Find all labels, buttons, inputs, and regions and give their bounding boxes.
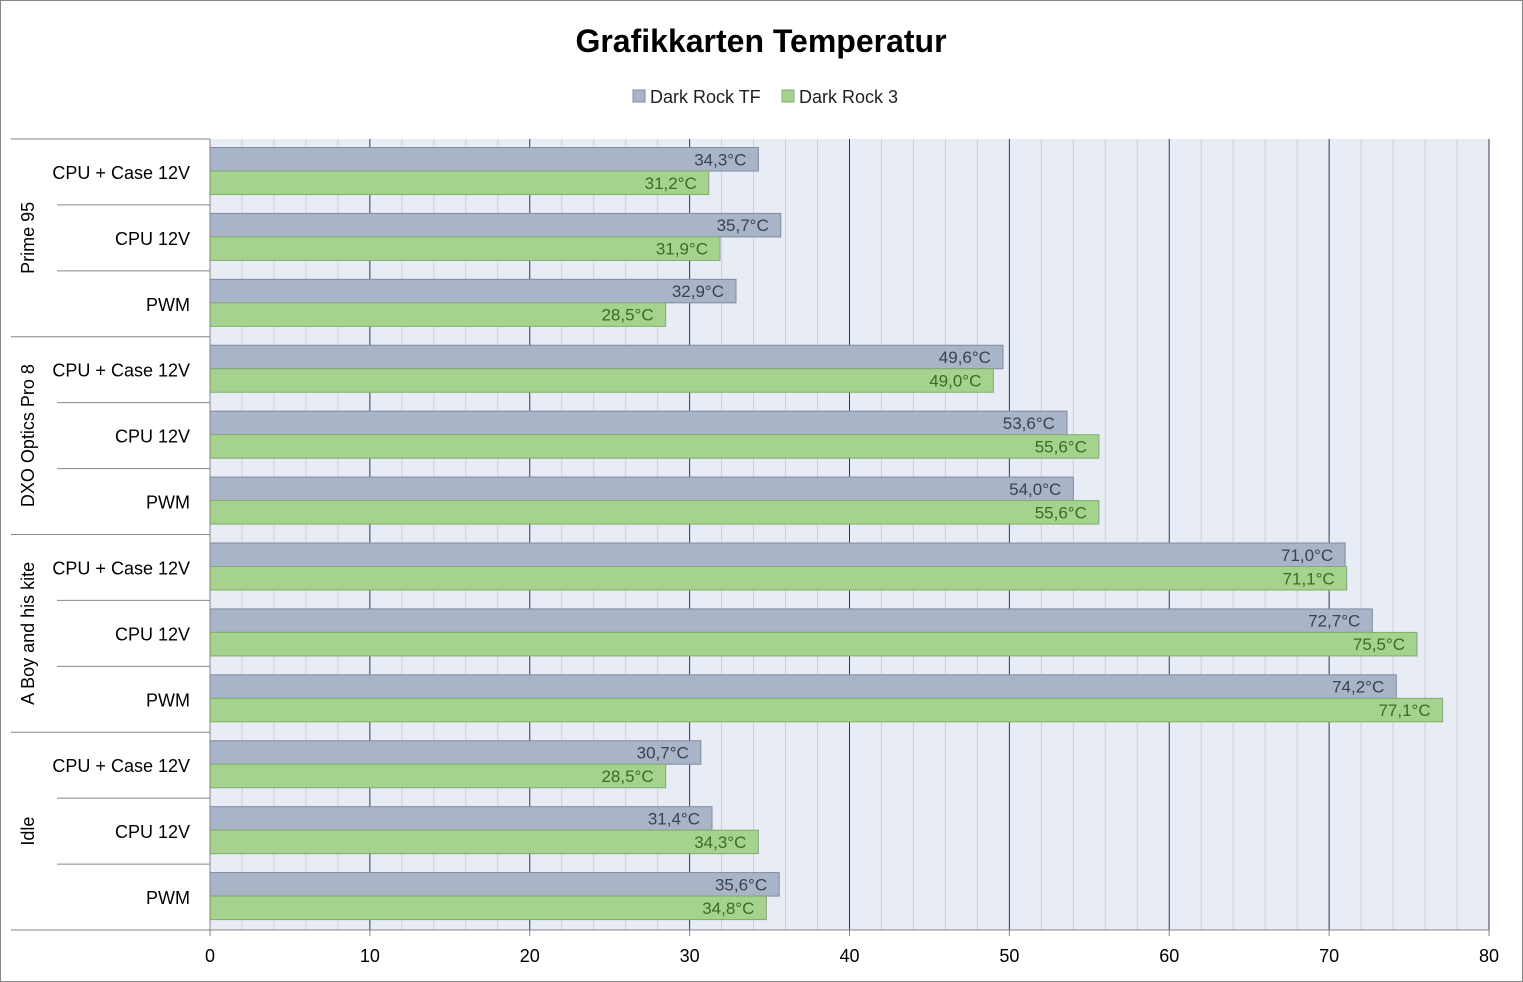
- group-label: A Boy and his kite: [18, 562, 38, 705]
- data-label-dark-rock-tf: 71,0°C: [1281, 546, 1333, 565]
- data-label-dark-rock-tf: 30,7°C: [637, 744, 689, 763]
- category-label: PWM: [146, 690, 190, 710]
- bar-dark-rock-tf: [209, 542, 1346, 567]
- data-label-dark-rock-tf: 35,7°C: [717, 216, 769, 235]
- data-label-dark-rock-3: 49,0°C: [929, 372, 981, 391]
- x-tick-label: 10: [360, 946, 380, 966]
- bar-dark-rock-3: [209, 631, 1418, 657]
- category-label: CPU 12V: [115, 229, 190, 249]
- x-tick-label: 50: [999, 946, 1019, 966]
- x-tick-label: 0: [205, 946, 215, 966]
- category-label: PWM: [146, 493, 190, 513]
- category-label: CPU 12V: [115, 624, 190, 644]
- bar-dark-rock-tf: [209, 872, 780, 897]
- data-label-dark-rock-3: 34,3°C: [694, 833, 746, 852]
- category-label: PWM: [146, 295, 190, 315]
- legend-item-dark-rock-tf-label: Dark Rock TF: [650, 87, 761, 107]
- x-tick-label: 60: [1159, 946, 1179, 966]
- category-label: CPU + Case 12V: [52, 756, 190, 776]
- bar-dark-rock-tf: [209, 674, 1397, 699]
- bar-dark-rock-3: [209, 368, 994, 393]
- legend: Dark Rock TF Dark Rock 3: [632, 87, 898, 107]
- bar-dark-rock-tf: [209, 476, 1074, 502]
- data-label-dark-rock-3: 28,5°C: [601, 767, 653, 786]
- bar-dark-rock-3: [209, 895, 767, 921]
- data-label-dark-rock-tf: 74,2°C: [1332, 678, 1384, 697]
- bar-dark-rock-3: [209, 500, 1100, 525]
- chart-title: Grafikkarten Temperatur: [575, 23, 946, 59]
- bar-dark-rock-3: [209, 566, 1348, 591]
- data-label-dark-rock-tf: 54,0°C: [1009, 480, 1061, 499]
- bar-dark-rock-3: [209, 302, 667, 327]
- bar-dark-rock-3: [209, 829, 759, 855]
- category-label: CPU + Case 12V: [52, 163, 190, 183]
- bar-dark-rock-tf: [209, 147, 759, 172]
- data-label-dark-rock-3: 55,6°C: [1035, 503, 1087, 522]
- bar-dark-rock-3: [209, 763, 667, 789]
- x-tick-label: 70: [1319, 946, 1339, 966]
- data-label-dark-rock-tf: 32,9°C: [672, 282, 724, 301]
- bar-dark-rock-3: [209, 236, 721, 261]
- bar-dark-rock-tf: [209, 806, 713, 831]
- data-label-dark-rock-3: 31,2°C: [645, 174, 697, 193]
- category-label: CPU 12V: [115, 822, 190, 842]
- x-tick-label: 80: [1479, 946, 1499, 966]
- bar-dark-rock-3: [209, 697, 1444, 723]
- legend-item-dark-rock-3-swatch: [781, 89, 795, 103]
- bar-dark-rock-3: [209, 434, 1100, 459]
- category-label: CPU 12V: [115, 427, 190, 447]
- data-label-dark-rock-tf: 72,7°C: [1308, 612, 1360, 631]
- category-label: CPU + Case 12V: [52, 361, 190, 381]
- data-label-dark-rock-3: 55,6°C: [1035, 437, 1087, 456]
- legend-item-dark-rock-3-label: Dark Rock 3: [799, 87, 898, 107]
- bar-dark-rock-tf: [209, 344, 1004, 370]
- bar-dark-rock-tf: [209, 608, 1373, 633]
- x-tick-label: 20: [520, 946, 540, 966]
- plot-area: 34,3°C 31,2°C 35,7°C 31,9°C 32,9°C 28,5°C 49,6…: [11, 138, 1499, 966]
- bar-dark-rock-tf: [209, 740, 702, 765]
- bar-dark-rock-tf: [209, 212, 782, 238]
- data-label-dark-rock-3: 31,9°C: [656, 240, 708, 259]
- data-label-dark-rock-3: 71,1°C: [1283, 569, 1335, 588]
- data-label-dark-rock-3: 28,5°C: [601, 306, 653, 325]
- data-label-dark-rock-3: 75,5°C: [1353, 635, 1405, 654]
- legend-item-dark-rock-tf-swatch: [632, 89, 646, 103]
- group-label: Idle: [18, 817, 38, 846]
- bar-dark-rock-3: [209, 170, 710, 195]
- category-label: CPU + Case 12V: [52, 558, 190, 578]
- data-label-dark-rock-tf: 31,4°C: [648, 809, 700, 828]
- category-label: PWM: [146, 888, 190, 908]
- x-tick-label: 30: [680, 946, 700, 966]
- data-label-dark-rock-tf: 53,6°C: [1003, 414, 1055, 433]
- data-label-dark-rock-tf: 49,6°C: [939, 348, 991, 367]
- group-label: Prime 95: [18, 202, 38, 274]
- bar-dark-rock-tf: [209, 278, 737, 304]
- data-label-dark-rock-3: 34,8°C: [702, 899, 754, 918]
- data-label-dark-rock-tf: 35,6°C: [715, 875, 767, 894]
- group-label: DXO Optics Pro 8: [18, 364, 38, 507]
- x-tick-label: 40: [839, 946, 859, 966]
- data-label-dark-rock-tf: 34,3°C: [694, 150, 746, 169]
- data-label-dark-rock-3: 77,1°C: [1378, 701, 1430, 720]
- bar-dark-rock-tf: [209, 410, 1068, 436]
